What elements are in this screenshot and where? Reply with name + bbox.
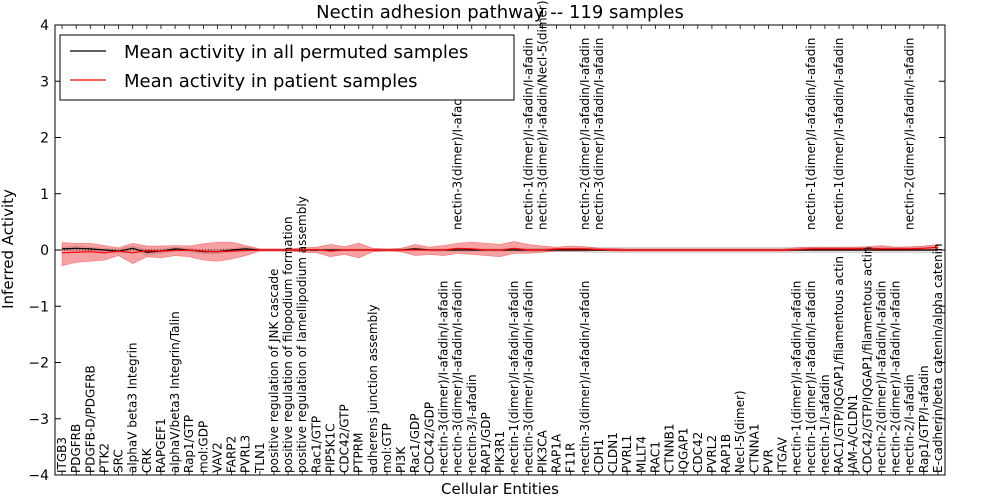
x-tick-label: CDC42/GDP xyxy=(422,402,436,473)
x-tick-label: Rap1/GTP xyxy=(182,415,196,473)
x-tick-label-upper: nectin-3(dimer)/I-afadin/Necl-5(dimer) xyxy=(535,0,549,230)
x-tick-label: Rap1/GTP/I-afadin xyxy=(917,365,931,473)
x-tick-label: nectin-1(dimer)/I-afadin/I-afadin xyxy=(790,281,804,473)
x-tick-label: PDGFB-D/PDGFRB xyxy=(83,365,97,473)
y-tick-label: −3 xyxy=(28,412,49,428)
x-tick-label: SRC xyxy=(112,449,126,473)
x-tick-label: positive regulation of JNK cascade xyxy=(267,269,281,473)
x-tick-label-upper: nectin-2(dimer)/I-afadin/I-afadin xyxy=(578,38,592,230)
x-tick-label: nectin-2(dimer)/I-afadin/I-afadin xyxy=(889,281,903,473)
x-tick-label: PTK2 xyxy=(97,443,111,473)
x-tick-label: E-cadherin/beta catenin/alpha catenin xyxy=(931,243,945,473)
x-tick-label: mol:GTP xyxy=(380,423,394,473)
x-tick-label: PVRL3 xyxy=(239,435,253,473)
y-tick-label: 0 xyxy=(40,243,49,259)
x-tick-label: F11R xyxy=(564,442,578,473)
x-tick-label: nectin-3(dimer)/I-afadin/I-afadin xyxy=(451,281,465,473)
x-tick-label: RAC1 xyxy=(648,441,662,473)
x-tick-label-upper: nectin-1(dimer)/I-afadin/I-afadin xyxy=(832,38,846,230)
x-tick-label: PVRL2 xyxy=(705,435,719,473)
x-tick-label: PTPRM xyxy=(352,432,366,473)
x-tick-label: RAPGEF1 xyxy=(154,418,168,473)
x-tick-label: PI3K xyxy=(394,446,408,473)
y-tick-label: 3 xyxy=(40,74,49,90)
x-tick-label: alphaV beta3 Integrin xyxy=(126,342,140,473)
legend-label-patient: Mean activity in patient samples xyxy=(124,71,418,92)
x-tick-label: TLN1 xyxy=(253,442,267,474)
x-tick-label: PVRL1 xyxy=(620,435,634,473)
y-tick-label: −2 xyxy=(28,356,49,372)
x-tick-label: VAV2 xyxy=(210,442,224,473)
series-line-patient xyxy=(62,246,938,254)
y-tick-label: −1 xyxy=(28,299,49,315)
x-tick-label: nectin-1(dimer)/I-afadin/I-afadin xyxy=(507,281,521,473)
x-tick-label: RAC1/GTP/IQGAP1/filamentous actin xyxy=(832,256,846,473)
x-tick-label: nectin-3(dimer)/I-afadin/I-afadin xyxy=(436,281,450,473)
y-tick-label: 4 xyxy=(40,18,49,34)
x-tick-label: CRK xyxy=(140,447,154,473)
patient-band xyxy=(61,241,939,267)
x-tick-label: CDC42/GTP xyxy=(338,404,352,473)
x-tick-label: nectin-1/I-afadin xyxy=(818,374,832,473)
x-tick-label: nectin-2(dimer)/I-afadin/I-afadin xyxy=(874,281,888,473)
x-tick-label: nectin-3/I-afadin xyxy=(465,374,479,473)
x-tick-label: JAM-A/CLDN1 xyxy=(846,394,860,474)
x-tick-label-upper: nectin-3(dimer)/I-afadin/I-afadin xyxy=(592,38,606,230)
x-tick-label: CTNNB1 xyxy=(663,423,677,473)
x-tick-label: mol:GDP xyxy=(196,421,210,473)
x-tick-label: ITGB3 xyxy=(55,437,69,473)
x-axis-label: Cellular Entities xyxy=(441,480,559,498)
x-tick-label: CLDN1 xyxy=(606,432,620,473)
x-tick-label: nectin-3(dimer)/I-afadin/I-afadin xyxy=(521,281,535,473)
x-tick-label: CDC42 xyxy=(691,432,705,473)
x-tick-label: CTNNA1 xyxy=(747,423,761,473)
x-tick-label: Necl-5(dimer) xyxy=(733,390,747,473)
x-tick-label: RAP1A xyxy=(550,433,564,473)
x-tick-label: IQGAP1 xyxy=(677,428,691,473)
x-tick-label: Rac1/GTP xyxy=(309,416,323,473)
x-tick-label-upper: nectin-1(dimer)/I-afadin/I-afadin xyxy=(521,38,535,230)
x-tick-label: PIK3R1 xyxy=(493,431,507,473)
x-tick-label-upper: nectin-1(dimer)/I-afadin/I-afadin xyxy=(804,38,818,230)
x-tick-label: Rac1/GDP xyxy=(408,414,422,473)
x-tick-label: FARP2 xyxy=(225,436,239,473)
x-tick-label: positive regulation of lamellipodium ass… xyxy=(295,196,309,473)
x-tick-label: CDH1 xyxy=(592,439,606,473)
legend: Mean activity in all permuted samples Me… xyxy=(59,34,515,101)
y-axis-label: Inferred Activity xyxy=(0,189,17,309)
x-tick-label: nectin-1(dimer)/I-afadin/I-afadin xyxy=(804,281,818,473)
chart-title: Nectin adhesion pathway -- 119 samples xyxy=(316,2,684,23)
x-tick-label: positive regulation of filopodium format… xyxy=(281,216,295,473)
x-tick-label: PIK3CA xyxy=(535,429,549,473)
legend-label-permuted: Mean activity in all permuted samples xyxy=(124,42,468,63)
x-tick-label: adherens junction assembly xyxy=(366,304,380,473)
x-tick-label: RAP1B xyxy=(719,434,733,473)
y-tick-label: 1 xyxy=(40,187,49,203)
x-tick-label-upper: nectin-2(dimer)/I-afadin/I-afadin xyxy=(903,38,917,230)
x-tick-label: PIP5K1C xyxy=(323,423,337,473)
x-tick-label: nectin-3(dimer)/I-afadin/I-afadin xyxy=(578,281,592,473)
x-tick-label: ITGAV xyxy=(776,436,790,473)
x-tick-label: MLLT4 xyxy=(634,436,648,473)
y-tick-label: −4 xyxy=(28,468,49,484)
x-tick-label: RAP1/GDP xyxy=(479,412,493,473)
x-tick-label: PDGFRB xyxy=(69,424,83,473)
legend-frame xyxy=(59,34,515,101)
x-tick-label: alphaV/beta3 Integrin/Talin xyxy=(168,311,182,473)
x-tick-label: nectin-2/I-afadin xyxy=(903,374,917,473)
y-tick-label: 2 xyxy=(40,131,49,147)
x-tick-label: CDC42/GTP/IQGAP1/filamentous actin xyxy=(860,247,874,473)
x-tick-label: PVR xyxy=(761,449,775,473)
